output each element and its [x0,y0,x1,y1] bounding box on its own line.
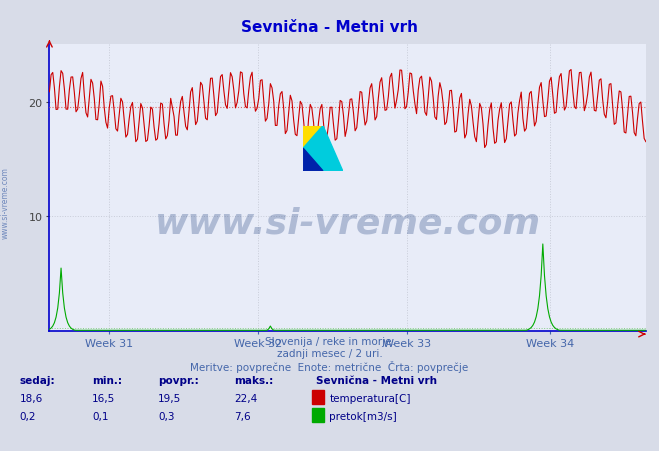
Text: 19,5: 19,5 [158,393,181,403]
Polygon shape [303,126,343,171]
Text: Slovenija / reke in morje.: Slovenija / reke in morje. [264,336,395,346]
Text: Sevnična - Metni vrh: Sevnična - Metni vrh [316,375,438,385]
Text: min.:: min.: [92,375,123,385]
Text: 0,3: 0,3 [158,411,175,421]
Text: 0,1: 0,1 [92,411,109,421]
Text: 0,2: 0,2 [20,411,36,421]
Text: 16,5: 16,5 [92,393,115,403]
Text: 18,6: 18,6 [20,393,43,403]
Text: Sevnična - Metni vrh: Sevnična - Metni vrh [241,20,418,35]
Text: temperatura[C]: temperatura[C] [330,393,411,403]
Text: Meritve: povprečne  Enote: metrične  Črta: povprečje: Meritve: povprečne Enote: metrične Črta:… [190,360,469,373]
Text: www.si-vreme.com: www.si-vreme.com [1,167,10,239]
Text: 22,4: 22,4 [234,393,257,403]
Text: 7,6: 7,6 [234,411,250,421]
Text: povpr.:: povpr.: [158,375,199,385]
Text: www.si-vreme.com: www.si-vreme.com [155,206,540,239]
Polygon shape [303,149,323,171]
Polygon shape [303,126,323,149]
Text: sedaj:: sedaj: [20,375,55,385]
Text: pretok[m3/s]: pretok[m3/s] [330,411,397,421]
Text: maks.:: maks.: [234,375,273,385]
Text: zadnji mesec / 2 uri.: zadnji mesec / 2 uri. [277,348,382,358]
